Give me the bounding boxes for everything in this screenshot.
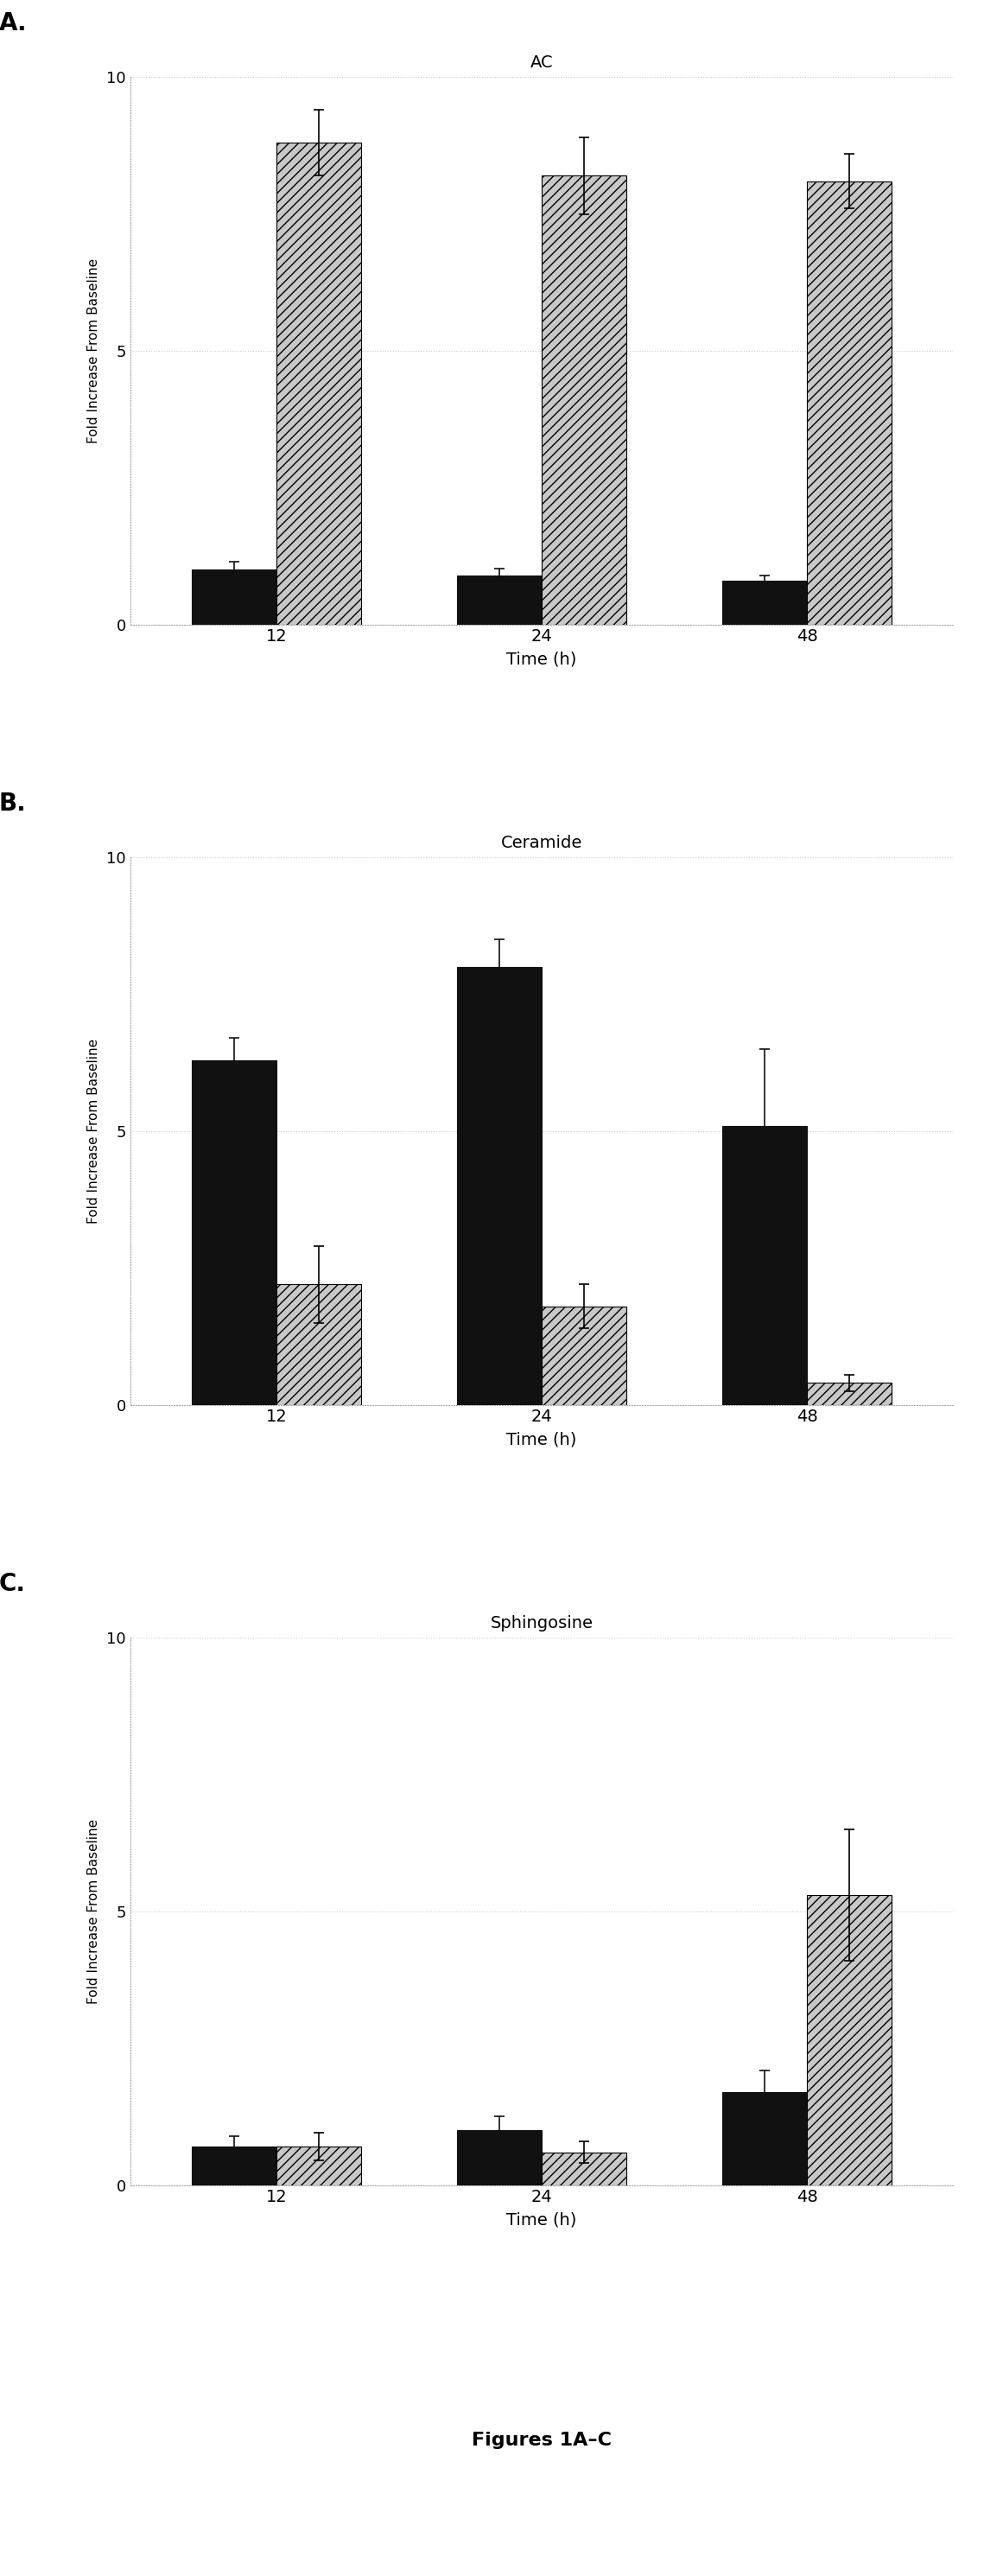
Y-axis label: Fold Increase From Baseline: Fold Increase From Baseline [87,258,100,443]
Bar [276,2146,361,2184]
Title: Ceramide: Ceramide [500,835,583,853]
Title: AC: AC [531,54,553,72]
Bar [276,1285,361,1404]
Text: B.: B. [0,791,26,817]
Y-axis label: Fold Increase From Baseline: Fold Increase From Baseline [87,1819,100,2004]
Bar [807,1383,892,1404]
Bar [722,1126,807,1404]
Bar [192,569,276,623]
Bar [276,142,361,623]
Text: C.: C. [0,1571,26,1597]
Bar [722,580,807,623]
Bar [456,574,542,623]
Bar [192,2146,276,2184]
Bar [542,175,627,623]
Bar [542,2151,627,2184]
X-axis label: Time (h): Time (h) [507,1432,577,1448]
X-axis label: Time (h): Time (h) [507,652,577,667]
Bar [722,2092,807,2184]
Bar [456,2130,542,2184]
X-axis label: Time (h): Time (h) [507,2213,577,2228]
Text: Figures 1A–C: Figures 1A–C [471,2432,612,2450]
Y-axis label: Fold Increase From Baseline: Fold Increase From Baseline [87,1038,100,1224]
Bar [807,1896,892,2184]
Bar [192,1061,276,1404]
Bar [456,966,542,1404]
Title: Sphingosine: Sphingosine [490,1615,593,1631]
Text: A.: A. [0,13,27,36]
Bar [807,180,892,623]
Bar [542,1306,627,1404]
